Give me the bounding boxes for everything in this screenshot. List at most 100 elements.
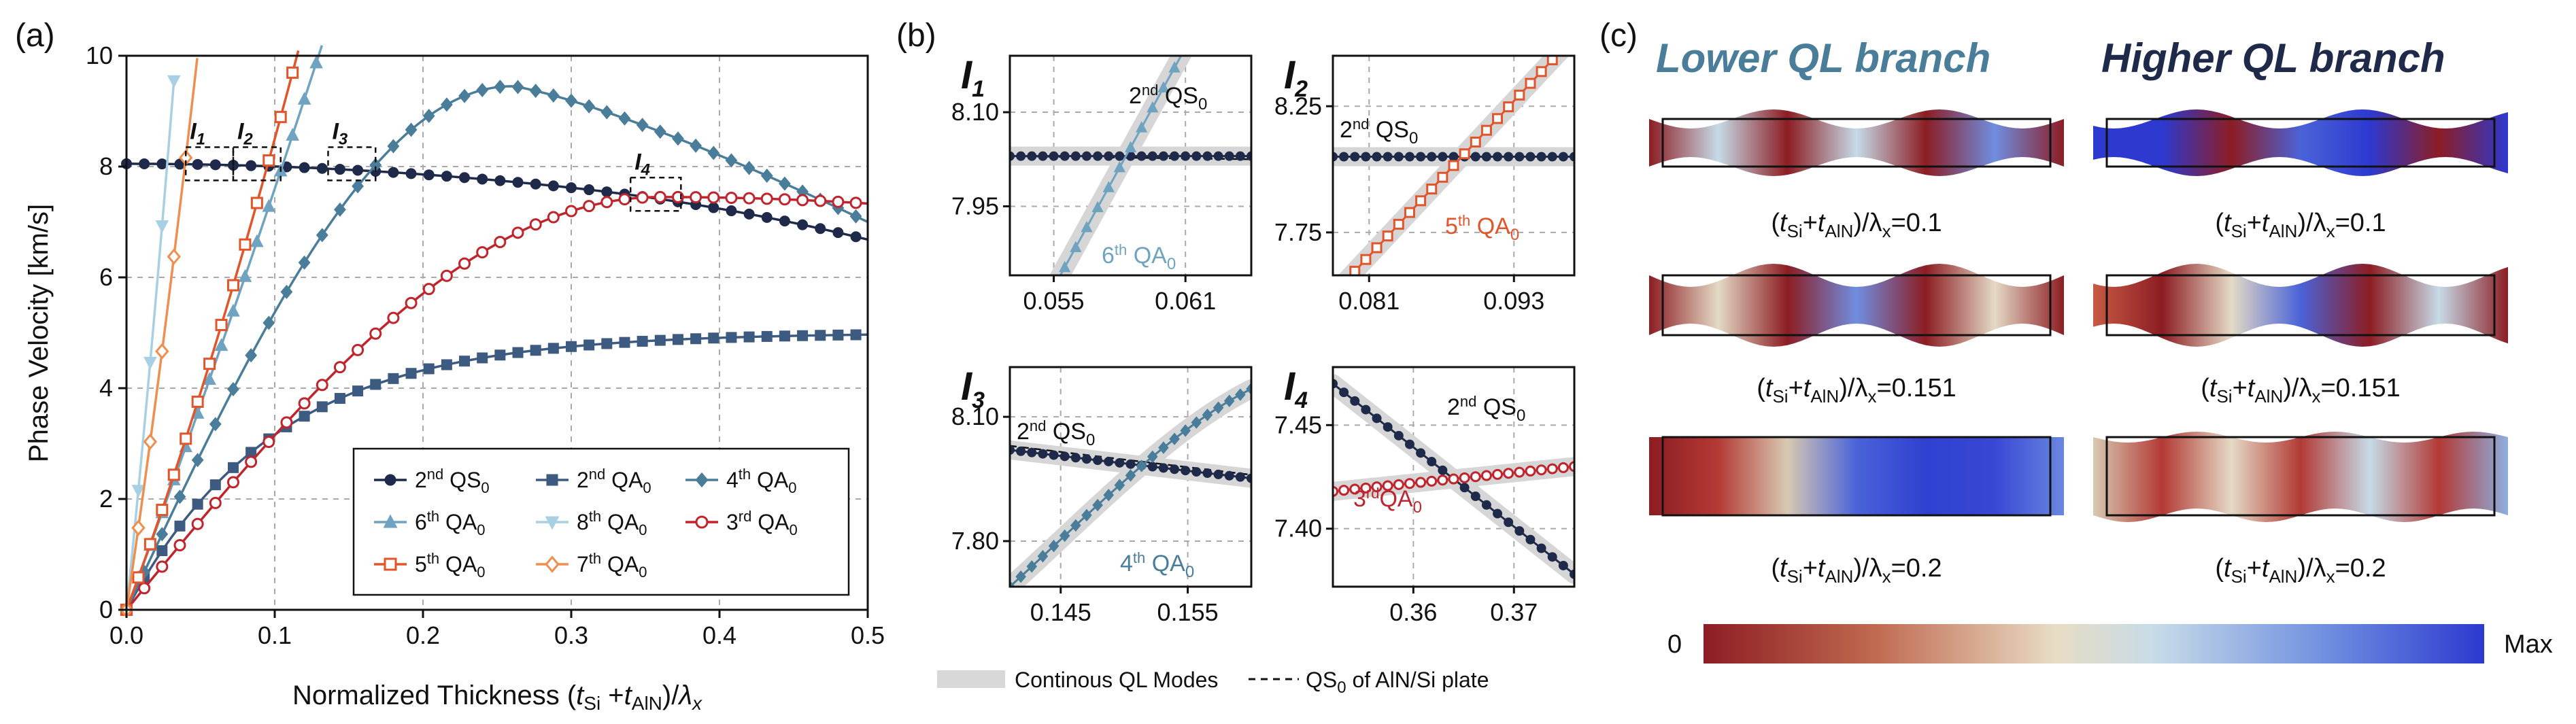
legend-sup: th: [427, 508, 439, 525]
marker-QA0_4: [494, 80, 507, 94]
marker-QA0_2: [512, 347, 524, 358]
marker-QA0_2: [726, 332, 737, 343]
marker-QA0_3: [387, 311, 400, 324]
marker-QA0_5: [180, 432, 192, 445]
marker-QA0_4: [227, 381, 239, 396]
legend-n: 7: [577, 552, 589, 576]
marker-QA0_6: [309, 55, 323, 69]
colorbar-max: Max: [2504, 630, 2553, 659]
marker-QA0_2: [779, 330, 790, 342]
caption-part-4: t: [2262, 209, 2270, 237]
legend-sup: th: [739, 466, 751, 483]
marker-qs: [1438, 152, 1448, 162]
marker-QA0_7: [131, 519, 146, 536]
marker-qa: [1158, 441, 1169, 454]
marker-qs: [1093, 455, 1103, 466]
marker-QA0_4: [245, 348, 258, 363]
marker-QA0_2: [352, 385, 364, 397]
marker-qa: [1180, 424, 1191, 437]
caption-part-7: x: [1882, 566, 1891, 587]
colorbar-min: 0: [1667, 630, 1682, 659]
ytick-label: 2: [99, 485, 113, 513]
qs-label-n: 2: [1340, 117, 1353, 143]
caption-part-3: +: [2247, 554, 2262, 583]
marker-qs: [1170, 464, 1180, 475]
legend-sup: th: [589, 550, 601, 567]
caption-part-1: t: [1765, 374, 1774, 402]
marker-QA0_3: [173, 539, 186, 552]
undeformed-outline: [2105, 274, 2496, 337]
marker-QA0_3: [547, 211, 560, 224]
annotation-sub: 1: [197, 130, 205, 148]
xtick-label: 0.081: [1338, 287, 1400, 315]
mode-shape-lower-1: [1649, 109, 2064, 176]
marker-QA0_3: [565, 205, 577, 218]
marker-qs: [1504, 152, 1514, 162]
marker-QA0_2: [423, 363, 435, 375]
legend-entry-QA0_8: 8th QA0: [536, 508, 647, 538]
marker-qs: [1016, 446, 1026, 456]
marker-QA0_3: [583, 200, 596, 213]
marker-qs: [1361, 404, 1371, 415]
legend-n: 2: [415, 468, 427, 492]
marker-qa: [1015, 341, 1026, 351]
marker-QS0_2: [494, 175, 506, 186]
annotation-label: I2: [237, 118, 253, 148]
panel-c: (c) Lower QL branch Higher QL branch (tS…: [1599, 18, 2553, 663]
subplot-letter: I: [961, 53, 973, 97]
marker-qa: [1448, 160, 1459, 171]
marker-QA0_3: [458, 257, 471, 270]
marker-qs: [1470, 152, 1480, 162]
marker-QA0_5: [274, 111, 287, 124]
qa-label: 5th QA0: [1445, 212, 1519, 244]
marker-qs: [1247, 151, 1251, 161]
qs-label-sup: nd: [1460, 393, 1476, 410]
marker-qs: [1181, 151, 1191, 161]
marker-QA0_3: [352, 343, 365, 356]
ytick-label: 8: [99, 152, 113, 180]
marker-qs: [1038, 151, 1048, 161]
marker-QA0_2: [388, 373, 399, 384]
marker-qs: [1333, 379, 1338, 389]
subplot-name: I3: [961, 364, 985, 413]
marker-qa: [1103, 489, 1115, 502]
marker-qa: [1333, 485, 1338, 497]
series-line-QS0_2: [126, 162, 868, 241]
qs-label-sup: nd: [1353, 116, 1369, 133]
colorbar: [1704, 624, 2484, 663]
caption-part-8: =0.2: [1891, 554, 1942, 583]
marker-QA0_2: [227, 462, 239, 473]
marker-QA0_2: [850, 329, 862, 341]
legend-n: 4: [726, 468, 739, 492]
qs-label-sub: 0: [1516, 407, 1525, 425]
marker-qa: [1492, 113, 1504, 124]
legend-sup: nd: [427, 466, 443, 483]
marker-qs: [1158, 151, 1168, 161]
marker-qa: [1168, 61, 1181, 73]
marker-QA0_2: [761, 330, 773, 342]
marker-qa: [1191, 416, 1202, 429]
caption-part-1: t: [1780, 209, 1788, 237]
marker-qs: [1333, 152, 1338, 162]
caption-part-8: =0.151: [2320, 374, 2400, 402]
marker-qa: [1448, 473, 1459, 485]
marker-QA0_2: [654, 334, 666, 346]
mode-shape-higher-2: [2093, 264, 2508, 347]
qs-label-mode: QS: [1369, 117, 1409, 143]
qs-label: 2nd QS0: [1447, 393, 1525, 425]
caption-part-5: AlN: [1810, 386, 1839, 407]
marker-qs: [1393, 152, 1404, 162]
annotation-label: I4: [634, 149, 650, 179]
legend-n: 8: [577, 510, 589, 534]
legend-marker: [383, 514, 398, 528]
caption-part-0: (: [2215, 554, 2224, 583]
marker-qa: [1437, 171, 1448, 183]
panel-a-ylabel: Phase Velocity [km/s]: [24, 204, 54, 462]
marker-QS0_2: [477, 173, 488, 185]
marker-QA0_4: [565, 93, 577, 108]
annotation-box: [327, 146, 377, 182]
qs-label-mode: QS: [1046, 419, 1086, 445]
legend-continuous-label: Continous QL Modes: [1015, 668, 1218, 692]
subplot-frame: [1332, 366, 1576, 588]
